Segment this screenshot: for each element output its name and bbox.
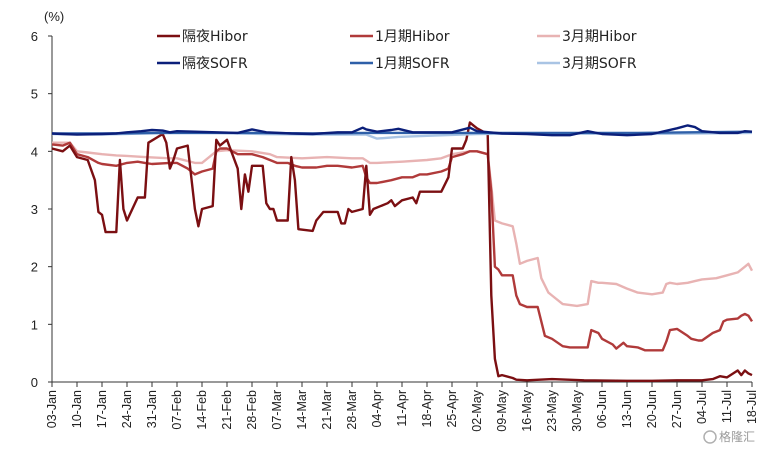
watermark-logo-icon <box>703 430 717 444</box>
watermark: 格隆汇 <box>703 429 755 444</box>
x-tick-label: 06-Jun <box>595 390 609 428</box>
x-tick-label: 18-Apr <box>420 390 434 428</box>
y-tick-label: 1 <box>31 317 38 332</box>
y-tick-label: 3 <box>31 202 38 217</box>
x-tick-label: 03-Jan <box>45 390 59 428</box>
legend-label: 3月期Hibor <box>562 29 637 45</box>
series-line-0 <box>51 121 753 382</box>
x-tick-label: 28-Mar <box>345 390 359 430</box>
x-tick-label: 18-Jul <box>745 390 759 424</box>
x-tick-label: 24-Jan <box>120 390 134 428</box>
legend-label: 1月期Hibor <box>375 29 450 45</box>
y-unit-label: (%) <box>44 9 64 24</box>
x-tick-label: 04-Apr <box>370 390 384 428</box>
x-tick-label: 02-May <box>470 389 484 431</box>
x-tick-label: 14-Feb <box>195 390 209 430</box>
y-axis: 0 1 2 3 4 5 6 <box>31 29 53 390</box>
x-tick-label: 31-Jan <box>145 390 159 428</box>
x-tick-label: 16-May <box>520 389 534 431</box>
legend-label: 隔夜SOFR <box>182 56 248 72</box>
x-tick-label: 27-Jun <box>670 390 684 428</box>
x-tick-label: 23-May <box>545 389 559 431</box>
x-tick-label: 14-Mar <box>295 390 309 430</box>
x-tick-label: 07-Feb <box>170 390 184 430</box>
series-line-2 <box>52 141 754 308</box>
x-tick-label: 30-May <box>570 389 584 431</box>
series-line-1 <box>51 141 754 352</box>
x-tick-label: 28-Feb <box>245 390 259 430</box>
x-tick-label: 13-Jun <box>620 390 634 428</box>
x-tick-label: 21-Feb <box>220 390 234 430</box>
x-tick-label: 10-Jan <box>70 390 84 428</box>
watermark-text: 格隆汇 <box>719 429 755 444</box>
x-tick-label: 07-Mar <box>270 390 284 430</box>
x-tick-label: 20-Jun <box>645 390 659 428</box>
x-tick-label: 11-Jul <box>720 390 734 423</box>
x-tick-label: 17-Jan <box>95 390 109 428</box>
y-tick-label: 4 <box>31 144 38 159</box>
series-layer <box>51 121 754 382</box>
legend-label: 隔夜Hibor <box>182 29 248 45</box>
x-tick-label: 25-Apr <box>445 390 459 428</box>
y-tick-label: 5 <box>31 87 38 102</box>
y-tick-label: 2 <box>31 260 38 275</box>
y-tick-label: 0 <box>31 375 38 390</box>
y-tick-label: 6 <box>31 29 38 44</box>
legend-label: 3月期SOFR <box>562 56 637 72</box>
x-axis: 03-Jan 10-Jan 17-Jan 24-Jan 31-Jan 07-Feb 14-F… <box>45 381 759 432</box>
x-tick-label: 04-Jul <box>695 390 709 424</box>
legend-label: 1月期SOFR <box>375 56 450 72</box>
x-tick-label: 21-Mar <box>320 390 334 430</box>
legend: 隔夜Hibor 1月期Hibor 3月期Hibor 隔夜SOFR 1月期SOFR 3月期S… <box>157 29 637 72</box>
x-tick-label: 11-Apr <box>395 390 409 427</box>
series-line-3 <box>51 124 753 137</box>
x-tick-label: 09-May <box>495 389 509 431</box>
